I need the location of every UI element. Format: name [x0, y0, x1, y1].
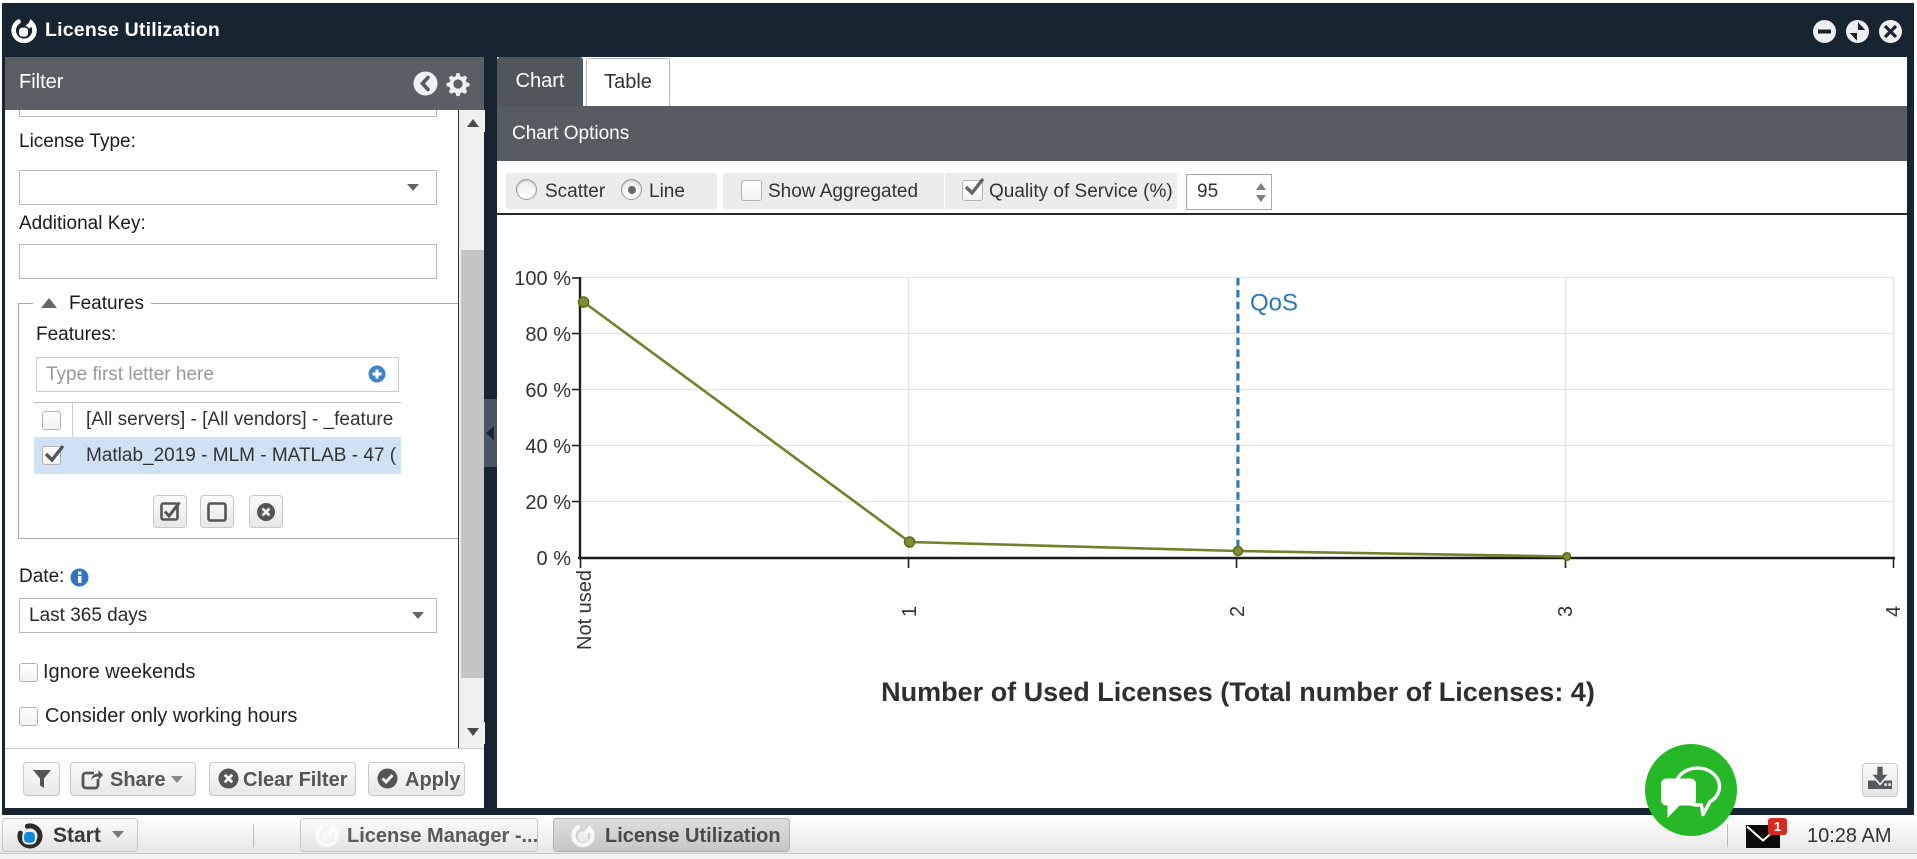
svg-text:3: 3	[1555, 606, 1577, 617]
svg-text:40 %: 40 %	[525, 436, 571, 458]
svg-text:Number of Used Licenses (Total: Number of Used Licenses (Total number of…	[881, 677, 1595, 707]
svg-text:100 %: 100 %	[514, 268, 571, 290]
svg-text:20 %: 20 %	[525, 492, 571, 514]
svg-text:1: 1	[899, 606, 921, 617]
svg-text:4: 4	[1883, 606, 1905, 617]
svg-text:Not used: Not used	[574, 570, 596, 650]
svg-text:60 %: 60 %	[525, 380, 571, 402]
svg-text:0 %: 0 %	[537, 548, 572, 570]
svg-text:80 %: 80 %	[525, 324, 571, 346]
svg-text:QoS: QoS	[1250, 290, 1298, 317]
svg-text:2: 2	[1227, 606, 1249, 617]
